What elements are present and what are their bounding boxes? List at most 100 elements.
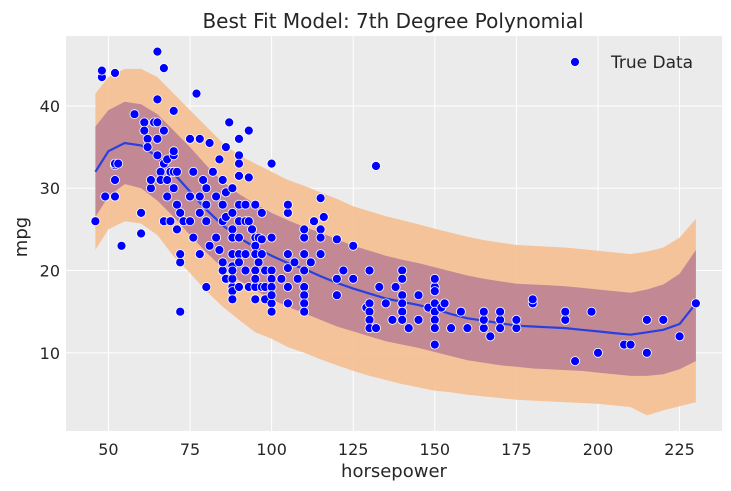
data-point: [282, 263, 293, 274]
data-point: [282, 249, 293, 260]
data-point: [364, 298, 375, 309]
data-point: [282, 298, 293, 309]
data-point: [299, 282, 310, 292]
data-point: [204, 240, 215, 251]
data-point: [175, 257, 186, 268]
data-point: [227, 265, 238, 276]
data-point: [194, 249, 205, 260]
data-point: [691, 298, 701, 309]
data-point: [250, 273, 261, 284]
data-point: [315, 249, 326, 260]
data-point: [172, 224, 182, 235]
data-point: [217, 257, 228, 268]
data-point: [413, 314, 424, 325]
data-point: [674, 331, 685, 342]
confidence-bands: [95, 68, 696, 416]
data-point: [276, 273, 287, 284]
data-point: [214, 245, 225, 255]
data-point: [188, 232, 199, 243]
inner-confidence-band: [95, 101, 696, 376]
data-point: [658, 314, 669, 325]
data-point: [227, 273, 238, 284]
data-point: [234, 158, 244, 169]
data-point: [318, 212, 329, 222]
data-point: [371, 161, 381, 171]
data-point: [256, 234, 267, 245]
data-point: [234, 170, 244, 181]
data-point: [282, 282, 293, 292]
data-point: [331, 234, 342, 245]
x-tick-label: 225: [664, 440, 695, 459]
data-point: [152, 150, 163, 161]
data-point: [429, 314, 440, 325]
data-point: [266, 265, 277, 276]
data-point: [139, 125, 150, 136]
data-point: [305, 257, 316, 268]
data-point: [439, 298, 450, 309]
data-point: [299, 224, 310, 235]
legend-marker-true-data: [570, 57, 580, 67]
data-point: [364, 265, 375, 276]
data-point: [172, 199, 182, 210]
data-point: [145, 183, 156, 194]
y-tick-label: 20: [40, 262, 60, 281]
data-point: [397, 306, 408, 317]
data-point: [145, 175, 156, 185]
data-point: [194, 191, 205, 202]
data-point: [397, 298, 408, 309]
data-point: [243, 216, 254, 227]
data-point: [165, 216, 176, 227]
data-point: [224, 117, 235, 128]
data-point: [207, 166, 218, 177]
data-point: [256, 249, 267, 260]
data-point: [446, 323, 457, 334]
data-point: [90, 216, 101, 227]
data-point: [364, 314, 375, 325]
data-point: [266, 158, 277, 169]
y-tick-label: 10: [40, 344, 60, 363]
data-point: [309, 216, 319, 227]
data-point: [586, 306, 597, 317]
data-point: [429, 286, 440, 297]
data-point: [201, 216, 212, 227]
y-axis-ticks: 10 20 30 40: [40, 97, 60, 363]
data-point: [478, 314, 489, 325]
data-point: [348, 240, 359, 251]
data-point: [560, 306, 571, 317]
data-point: [390, 282, 401, 292]
data-point: [495, 314, 506, 325]
data-point: [266, 232, 277, 243]
data-point: [282, 199, 293, 210]
data-point: [185, 216, 195, 227]
data-point: [397, 265, 408, 276]
data-point: [299, 290, 310, 301]
data-point: [227, 224, 238, 235]
data-point: [234, 257, 244, 268]
data-point: [175, 306, 186, 317]
x-tick-label: 175: [501, 440, 532, 459]
legend: True Data: [570, 53, 693, 73]
data-point: [155, 166, 166, 177]
data-point: [152, 94, 163, 105]
plot-area: [66, 36, 722, 431]
data-point: [110, 175, 120, 185]
data-point: [348, 273, 359, 284]
data-point: [250, 199, 261, 210]
data-point: [495, 306, 506, 317]
data-point: [97, 65, 107, 76]
data-point: [511, 314, 522, 325]
data-point: [211, 232, 222, 243]
data-point: [234, 133, 244, 144]
data-point: [315, 193, 326, 204]
data-points: [90, 46, 701, 367]
data-point: [185, 133, 195, 144]
chart-title: Best Fit Model: 7th Degree Polynomial: [202, 9, 583, 33]
data-point: [387, 314, 398, 325]
data-point: [570, 356, 580, 367]
x-tick-label: 75: [180, 440, 200, 459]
x-tick-label: 50: [98, 440, 118, 459]
data-point: [331, 273, 342, 284]
data-point: [234, 232, 244, 243]
data-point: [331, 290, 342, 301]
data-point: [158, 63, 169, 73]
